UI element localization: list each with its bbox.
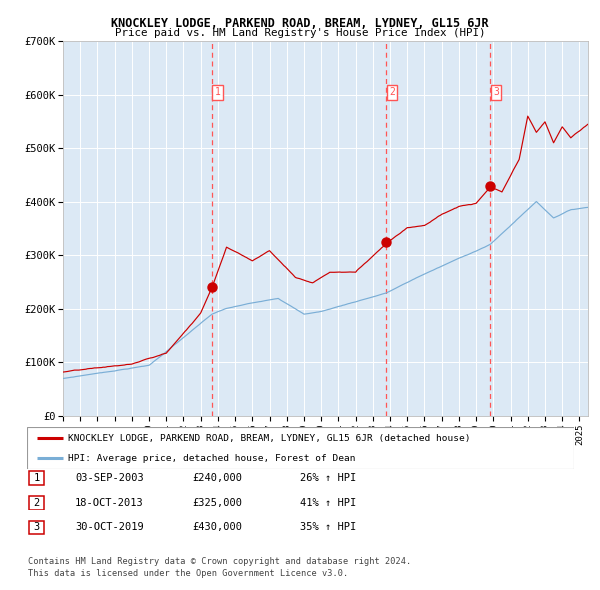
FancyBboxPatch shape	[29, 496, 44, 510]
Text: 18-OCT-2013: 18-OCT-2013	[75, 498, 144, 507]
Text: £240,000: £240,000	[192, 473, 242, 483]
Text: HPI: Average price, detached house, Forest of Dean: HPI: Average price, detached house, Fore…	[68, 454, 356, 463]
Text: £430,000: £430,000	[192, 523, 242, 532]
Text: 2: 2	[34, 498, 40, 507]
Text: KNOCKLEY LODGE, PARKEND ROAD, BREAM, LYDNEY, GL15 6JR: KNOCKLEY LODGE, PARKEND ROAD, BREAM, LYD…	[111, 17, 489, 30]
FancyBboxPatch shape	[29, 520, 44, 535]
Text: 41% ↑ HPI: 41% ↑ HPI	[300, 498, 356, 507]
FancyBboxPatch shape	[29, 471, 44, 485]
Text: 03-SEP-2003: 03-SEP-2003	[75, 473, 144, 483]
Text: 2: 2	[389, 87, 395, 97]
Text: 3: 3	[493, 87, 499, 97]
Text: 35% ↑ HPI: 35% ↑ HPI	[300, 523, 356, 532]
Text: Contains HM Land Registry data © Crown copyright and database right 2024.: Contains HM Land Registry data © Crown c…	[28, 558, 412, 566]
Text: 26% ↑ HPI: 26% ↑ HPI	[300, 473, 356, 483]
Text: Price paid vs. HM Land Registry's House Price Index (HPI): Price paid vs. HM Land Registry's House …	[115, 28, 485, 38]
FancyBboxPatch shape	[27, 427, 574, 469]
Text: 1: 1	[215, 87, 221, 97]
Text: 3: 3	[34, 523, 40, 532]
Text: 30-OCT-2019: 30-OCT-2019	[75, 523, 144, 532]
Text: £325,000: £325,000	[192, 498, 242, 507]
Text: KNOCKLEY LODGE, PARKEND ROAD, BREAM, LYDNEY, GL15 6JR (detached house): KNOCKLEY LODGE, PARKEND ROAD, BREAM, LYD…	[68, 434, 470, 443]
Text: This data is licensed under the Open Government Licence v3.0.: This data is licensed under the Open Gov…	[28, 569, 349, 578]
Text: 1: 1	[34, 473, 40, 483]
